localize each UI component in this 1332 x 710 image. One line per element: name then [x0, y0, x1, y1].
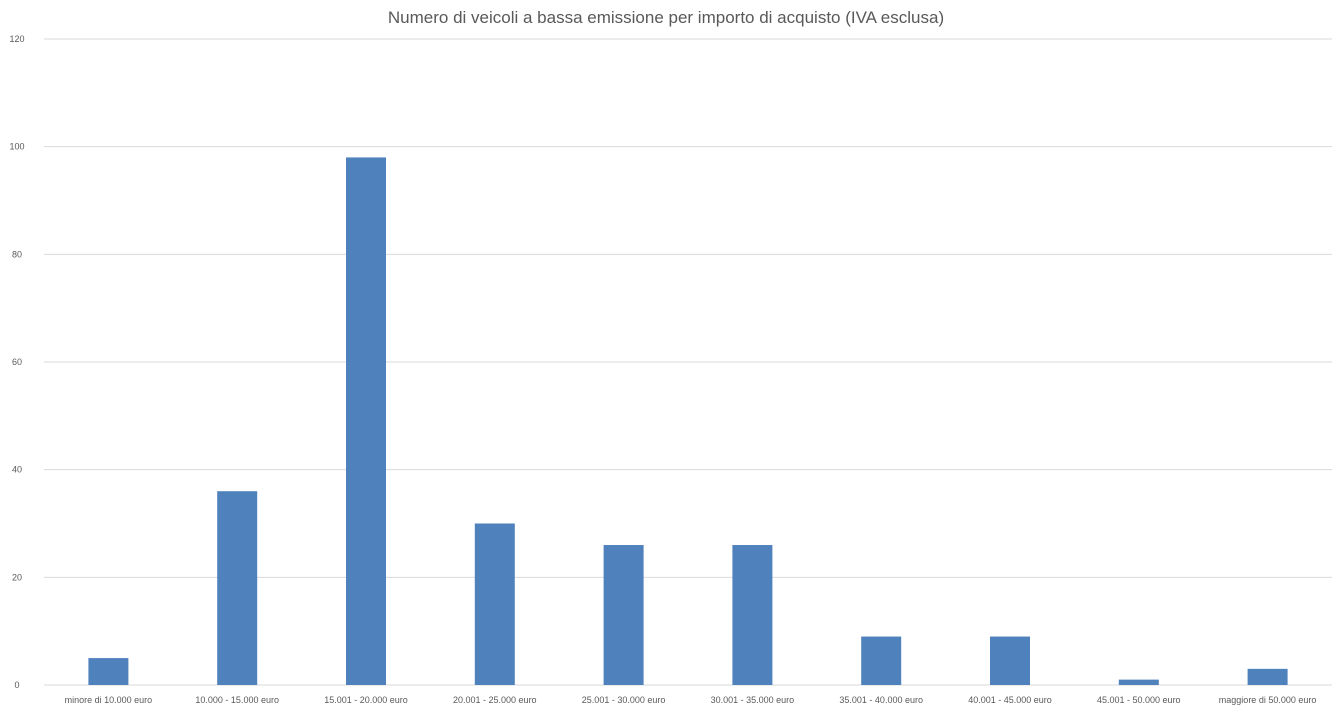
x-tick-label: maggiore di 50.000 euro — [1219, 695, 1317, 705]
x-tick-label: 45.001 - 50.000 euro — [1097, 695, 1181, 705]
x-tick-label: 25.001 - 30.000 euro — [582, 695, 666, 705]
bar — [346, 157, 386, 685]
x-tick-label: minore di 10.000 euro — [65, 695, 153, 705]
x-tick-label: 20.001 - 25.000 euro — [453, 695, 537, 705]
bar — [1247, 668, 1288, 685]
x-tick-label: 35.001 - 40.000 euro — [839, 695, 923, 705]
y-axis-ticks: 0 20 40 60 80 100 120 — [9, 34, 24, 690]
y-tick-label: 60 — [12, 357, 22, 367]
y-tick-label: 0 — [14, 680, 19, 690]
bars — [88, 157, 1288, 685]
bar — [990, 636, 1030, 685]
bar — [1118, 679, 1159, 685]
chart-title: Numero di veicoli a bassa emissione per … — [387, 8, 945, 27]
bar — [732, 545, 773, 685]
y-tick-label: 120 — [9, 34, 24, 44]
bar — [88, 658, 129, 685]
x-tick-label: 15.001 - 20.000 euro — [324, 695, 408, 705]
y-tick-label: 20 — [12, 572, 22, 582]
x-tick-label: 10.000 - 15.000 euro — [195, 695, 279, 705]
bar — [603, 545, 644, 685]
bar — [474, 523, 515, 685]
bar — [861, 636, 902, 685]
x-axis-labels: minore di 10.000 euro 10.000 - 15.000 eur… — [65, 695, 1317, 705]
y-tick-label: 40 — [12, 465, 22, 475]
x-tick-label: 40.001 - 45.000 euro — [968, 695, 1052, 705]
y-tick-label: 100 — [9, 142, 24, 152]
x-tick-label: 30.001 - 35.000 euro — [711, 695, 795, 705]
y-tick-label: 80 — [12, 249, 22, 259]
gridlines — [44, 38, 1332, 686]
bar — [217, 491, 258, 685]
